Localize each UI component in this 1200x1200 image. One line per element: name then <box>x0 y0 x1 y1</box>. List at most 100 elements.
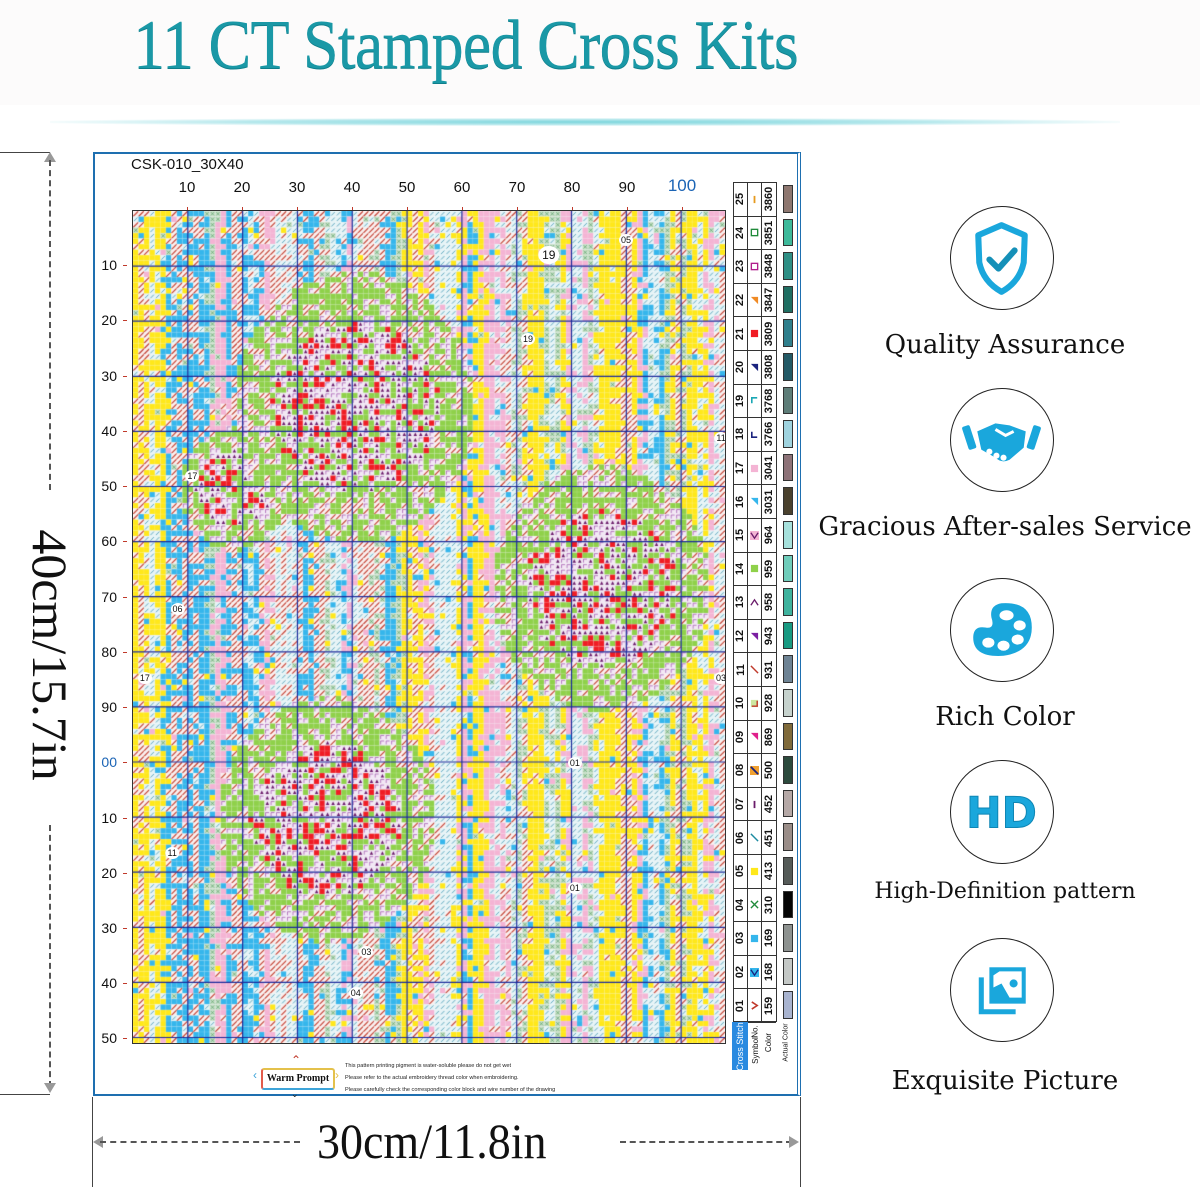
legend-thread-code: 3860 <box>762 183 776 216</box>
legend-actual-color-swatch <box>783 991 793 1019</box>
legend-number-label: 15 <box>734 529 747 542</box>
legend-symbol <box>748 989 762 1022</box>
legend-thread-code: 3768 <box>762 385 776 418</box>
legend-number-label: 08 <box>734 764 747 777</box>
height-dimension-dash <box>49 160 51 490</box>
legend-number: 18 <box>734 418 748 451</box>
row-label: 70 <box>101 588 117 605</box>
region-number-marker: 11 <box>165 847 179 860</box>
legend-thread-code: 451 <box>762 821 776 854</box>
warm-prompt-line: Please refer to the actual embroidery th… <box>345 1075 519 1081</box>
square-lime-icon <box>750 565 759 573</box>
legend-thread-code: 931 <box>762 653 776 686</box>
legend-number: 23 <box>734 250 748 283</box>
legend-number: 02 <box>734 955 748 989</box>
square-outline-magenta-icon <box>750 262 759 271</box>
chevron-down-icon: ⌄ <box>291 1089 299 1099</box>
square-yellow-icon <box>750 867 759 875</box>
height-dimension-bottom-line <box>0 1094 50 1095</box>
legend-thread-code: 500 <box>762 754 776 787</box>
row-label: 40 <box>101 422 117 439</box>
legend-actual-color-swatch <box>783 890 793 919</box>
row-label: 90 <box>101 699 117 716</box>
legend-thread-code-label: 3860 <box>763 187 776 212</box>
region-number-marker: 17 <box>137 672 152 685</box>
legend-row: 05 413 <box>734 855 776 889</box>
row-label: 60 <box>101 533 117 550</box>
legend-thread-code: 169 <box>762 922 776 955</box>
row-label: 10 <box>101 809 117 826</box>
legend-symbol <box>748 519 762 552</box>
column-label: 30 <box>288 179 306 196</box>
legend-thread-code-label: 451 <box>763 828 776 847</box>
legend-number-label: 19 <box>734 394 747 408</box>
legend-number: 09 <box>734 720 748 754</box>
width-dimension-left-line <box>92 1097 93 1187</box>
legend-number-label: 21 <box>734 327 747 340</box>
legend-actual-color-swatch <box>783 756 793 784</box>
row-tick <box>123 651 127 653</box>
chevron-right-icon: › <box>335 1068 339 1082</box>
row-tick <box>123 762 127 764</box>
pattern-grid: 19 05 19 11 17 06 17 03 01 11 01 03 04 <box>132 210 726 1044</box>
legend-thread-code-label: 3768 <box>763 388 776 414</box>
corner-teal-icon <box>750 397 758 404</box>
legend-thread-code-label: 3031 <box>763 489 776 514</box>
legend-symbol <box>748 787 762 821</box>
svg-text:HD: HD <box>966 790 1037 839</box>
row-tick <box>123 541 127 543</box>
warm-prompt-notes: This pattern printing pigment is water-s… <box>345 1060 645 1096</box>
legend-actual-color-swatch <box>783 218 793 247</box>
legend-header-actual-color: Actual Color <box>779 1022 793 1062</box>
legend-thread-code-label: 869 <box>763 727 776 747</box>
legend-row: 21 3809 <box>734 317 776 351</box>
chevron-purple-icon <box>750 598 759 606</box>
legend-number: 05 <box>734 855 748 888</box>
legend-actual-color-swatch <box>783 924 793 952</box>
legend-symbol <box>748 619 762 653</box>
cross-stitch-label: Cross Stitch <box>734 1021 745 1071</box>
legend-number: 21 <box>734 317 748 350</box>
legend-symbol <box>748 821 762 854</box>
legend-thread-code: 310 <box>762 889 776 922</box>
legend-number-label: 10 <box>734 697 747 710</box>
height-dimension-dash <box>49 825 51 1087</box>
legend-thread-code-label: 3851 <box>763 220 776 246</box>
chevron-up-icon: ⌃ <box>291 1053 302 1067</box>
legend-thread-code: 3808 <box>762 351 776 384</box>
region-number-marker: 05 <box>619 234 634 247</box>
legend-actual-color-swatch <box>783 857 793 885</box>
legend-symbol <box>748 317 762 350</box>
arrow-right-icon <box>789 1136 799 1148</box>
legend-thread-code: 159 <box>762 989 776 1022</box>
legend-number: 17 <box>734 451 748 485</box>
title-underline <box>50 118 1120 126</box>
region-number-marker: 01 <box>567 757 582 770</box>
triangle-orange-icon <box>750 296 759 304</box>
legend-header-no-label: No. <box>750 1024 760 1038</box>
legend-actual-color-swatch <box>783 319 793 347</box>
row-tick <box>123 320 127 322</box>
column-tick <box>242 207 243 211</box>
shield-check-icon <box>950 206 1054 310</box>
legend-row: 22 3847 <box>734 283 776 318</box>
column-tick <box>682 207 683 211</box>
warm-prompt-line: Please carefully check the corresponding… <box>345 1087 556 1093</box>
picture-icon <box>950 938 1054 1042</box>
legend-thread-code-label: 958 <box>763 593 776 612</box>
legend-thread-code-label: 159 <box>763 996 776 1015</box>
triangle-purple-icon <box>750 632 759 640</box>
legend-symbol <box>748 653 762 686</box>
legend-thread-code-label: 310 <box>763 895 776 915</box>
legend-thread-code: 3766 <box>762 418 776 451</box>
legend-symbol <box>748 384 762 418</box>
legend-thread-code-label: 413 <box>763 862 776 881</box>
corner-red-lime-icon <box>750 699 759 707</box>
triangle-magenta-icon <box>750 733 759 741</box>
row-label: 30 <box>101 920 117 936</box>
legend-actual-color-swatch <box>783 285 793 314</box>
legend-thread-code-label: 3847 <box>763 287 776 313</box>
legend-actual-color-swatch <box>783 185 793 213</box>
region-number-marker: 03 <box>714 672 725 685</box>
legend-number-label: 02 <box>734 965 747 979</box>
